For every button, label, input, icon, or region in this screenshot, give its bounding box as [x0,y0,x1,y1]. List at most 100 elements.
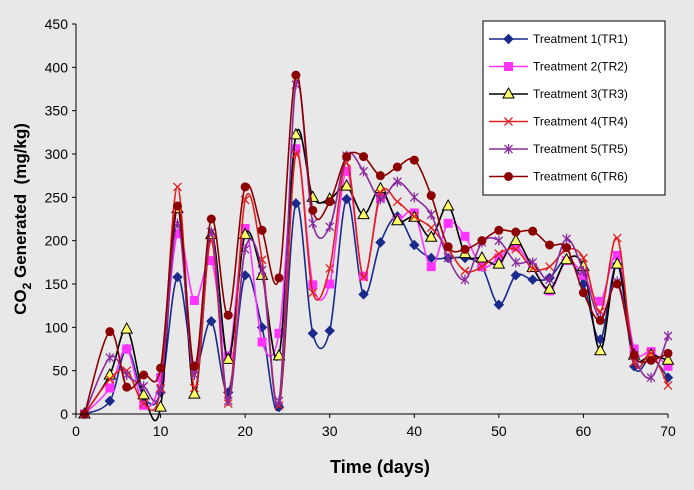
data-point [511,242,521,252]
x-tick-label: 50 [491,423,507,439]
data-point [122,344,132,354]
y-tick-label: 100 [45,319,69,335]
legend-label: Treatment 2(TR2) [533,60,628,74]
data-point [460,231,470,241]
data-point [240,244,250,255]
data-point [562,233,571,244]
data-point [424,230,438,242]
data-point [475,250,489,263]
legend-label: Treatment 5(TR5) [533,142,628,156]
data-point [189,295,199,305]
data-point [663,331,673,341]
data-point [206,316,217,327]
data-point [188,387,201,399]
data-point [375,194,385,205]
legend-label: Treatment 3(TR3) [533,87,628,101]
data-point [359,272,369,282]
data-point [221,352,235,364]
series-6 [79,70,673,419]
data-point [105,374,115,384]
data-point [122,382,132,392]
data-point [527,274,538,285]
data-point [409,192,419,203]
y-tick-label: 150 [45,276,69,292]
data-point [325,197,335,207]
data-point [460,274,470,285]
data-point [511,227,521,237]
data-point [291,144,301,154]
data-point [308,205,318,215]
data-point [511,257,521,268]
data-point [325,221,335,232]
data-point [629,350,639,360]
data-point [646,372,656,383]
legend: Treatment 1(TR1) Treatment 2(TR2) Treatmen… [482,20,666,196]
legend-label: Treatment 4(TR4) [533,115,628,129]
legend-marker [504,117,513,126]
data-point [493,299,505,311]
data-point [156,384,166,395]
data-point [257,225,267,235]
data-point [510,270,521,281]
data-point [663,361,673,371]
legend-marker [502,86,515,99]
data-point [189,383,199,393]
data-point [206,214,216,224]
data-point [443,242,453,252]
data-point [595,315,605,325]
data-point [359,166,369,177]
data-point [340,179,353,191]
y-axis-title-pre: CO [11,289,30,315]
x-tick-label: 70 [660,423,676,439]
y-tick-label: 250 [45,189,69,205]
x-tick-label: 60 [576,423,592,439]
y-tick-label: 400 [45,59,69,75]
series-layer [78,70,675,422]
x-tick-label: 30 [322,423,338,439]
data-point [324,325,335,337]
y-tick-label: 0 [60,406,68,422]
data-point [543,282,556,294]
data-point [578,253,588,263]
data-point [358,289,369,300]
data-point [139,370,149,380]
data-point [409,155,419,165]
x-axis-title: Time (days) [330,457,430,477]
data-point [240,182,250,192]
data-point [223,310,233,320]
data-point [392,162,402,172]
data-point [610,257,624,269]
series-line [83,80,669,415]
data-point [104,395,116,407]
data-point [426,223,436,233]
data-point [257,265,267,276]
data-point [342,152,352,162]
data-point [578,266,588,276]
data-point [290,198,302,209]
y-axis-title-post: Generated (mg/kg) [11,123,30,283]
data-point [206,256,216,266]
data-point [325,279,335,289]
data-point [173,182,182,192]
data-point [274,328,284,338]
data-point [289,127,303,140]
data-point [646,355,656,365]
data-point [139,381,149,392]
data-point [593,343,607,356]
data-point [545,240,555,250]
data-point [274,273,284,283]
data-point [189,370,199,380]
x-tick-label: 40 [406,423,422,439]
legend-marker [503,33,514,45]
data-point [223,396,233,406]
data-point [172,271,183,283]
data-point [238,227,252,240]
data-point [511,244,521,254]
data-point [359,152,369,162]
data-point [308,218,318,229]
y-tick-label: 200 [45,233,69,249]
data-point [477,262,487,272]
data-point [612,250,622,260]
data-point [357,207,370,220]
